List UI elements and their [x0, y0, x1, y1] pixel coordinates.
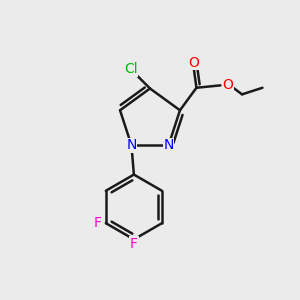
Text: N: N — [163, 139, 174, 152]
Text: Cl: Cl — [124, 62, 138, 76]
Text: O: O — [188, 56, 199, 70]
Text: F: F — [130, 237, 138, 251]
Text: O: O — [223, 78, 233, 92]
Text: N: N — [126, 139, 137, 152]
Text: F: F — [93, 216, 101, 230]
